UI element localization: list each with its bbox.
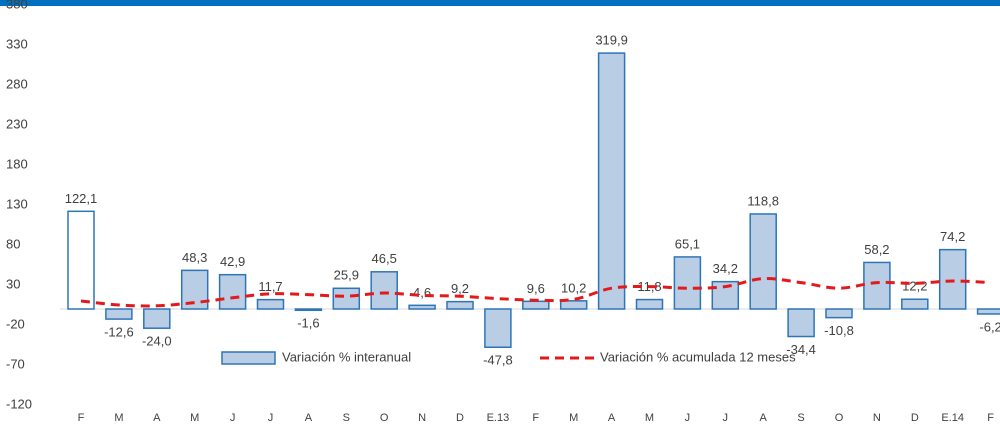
x-tick-label: J (230, 412, 236, 424)
bar (105, 308, 133, 320)
data-label: -1,6 (297, 316, 319, 331)
data-label: -34,4 (786, 342, 816, 357)
y-tick-label: 280 (6, 76, 28, 91)
bar (938, 248, 967, 310)
bar (484, 308, 512, 348)
y-tick-label: -70 (6, 356, 25, 371)
x-tick-label: J (685, 412, 691, 424)
bar (749, 213, 777, 310)
y-tick-label: 30 (6, 276, 20, 291)
data-label: -12,6 (104, 325, 134, 340)
data-label: 10,2 (561, 280, 586, 295)
data-label: 12,2 (902, 279, 927, 294)
bar (863, 261, 891, 310)
bar (901, 298, 929, 310)
data-label: -47,8 (483, 353, 513, 368)
y-tick-label: 180 (6, 156, 28, 171)
data-label: 9,6 (527, 281, 545, 296)
bar (180, 269, 209, 310)
data-label: 4,6 (413, 285, 431, 300)
data-label: 122,1 (65, 191, 98, 206)
bar (597, 52, 626, 310)
data-label: 118,8 (747, 193, 779, 208)
legend-label: Variación % interanual (282, 349, 411, 364)
x-tick-label: O (835, 412, 844, 424)
bar (332, 287, 361, 310)
bar (256, 298, 285, 310)
x-tick-label: O (380, 412, 389, 424)
data-label: 65,1 (675, 236, 700, 251)
x-tick-label: A (153, 412, 161, 424)
data-label: 48,3 (182, 250, 207, 265)
data-label: 42,9 (220, 254, 245, 269)
x-tick-label: J (268, 412, 274, 424)
bar (559, 300, 588, 310)
x-tick-label: A (760, 412, 768, 424)
x-tick-label: E.14 (941, 412, 964, 424)
x-tick-label: F (532, 412, 539, 424)
x-tick-label: N (418, 412, 426, 424)
data-label: 58,2 (864, 242, 889, 257)
x-tick-label: M (190, 412, 199, 424)
y-tick-label: -120 (6, 396, 32, 411)
x-tick-label: S (343, 412, 350, 424)
data-label: 11,7 (258, 279, 282, 294)
x-tick-label: F (78, 412, 85, 424)
data-label: -24,0 (142, 334, 172, 349)
data-label: 34,2 (713, 261, 738, 276)
bar (294, 308, 323, 312)
y-tick-label: 80 (6, 236, 20, 251)
bar (218, 273, 247, 310)
data-label: 25,9 (334, 268, 359, 283)
data-label: 9,2 (451, 281, 469, 296)
line (80, 277, 991, 308)
bar (370, 271, 398, 310)
bar (143, 308, 171, 329)
bar (787, 308, 815, 338)
x-tick-label: D (456, 412, 464, 424)
bar (67, 210, 95, 310)
data-label: -10,8 (824, 323, 854, 338)
y-tick-label: 230 (6, 116, 28, 131)
y-tick-label: 330 (6, 36, 28, 51)
data-label: -6,2 (979, 319, 1000, 334)
y-tick-label: 380 (6, 0, 28, 11)
bar (408, 304, 436, 310)
y-tick-label: 130 (6, 196, 28, 211)
x-tick-label: N (873, 412, 881, 424)
x-tick-label: E.13 (487, 412, 510, 424)
x-tick-label: M (645, 412, 654, 424)
data-label: 46,5 (372, 251, 397, 266)
bar (635, 298, 664, 310)
x-tick-label: A (608, 412, 616, 424)
bar (673, 256, 702, 310)
y-tick-label: -20 (6, 316, 25, 331)
x-tick-label: A (305, 412, 313, 424)
bar (976, 308, 1000, 315)
x-tick-label: S (797, 412, 804, 424)
top-strip (0, 0, 1000, 6)
x-tick-label: J (723, 412, 729, 424)
x-tick-label: F (987, 412, 994, 424)
bar (522, 300, 550, 310)
x-tick-label: M (569, 412, 578, 424)
legend-label: Variación % acumulada 12 meses (600, 349, 796, 364)
legend-swatch (221, 351, 276, 365)
bar (446, 300, 474, 310)
x-tick-label: M (114, 412, 123, 424)
data-label: 319,9 (595, 33, 628, 48)
data-label: 74,2 (940, 229, 965, 244)
x-tick-label: D (911, 412, 919, 424)
bar (825, 308, 853, 319)
